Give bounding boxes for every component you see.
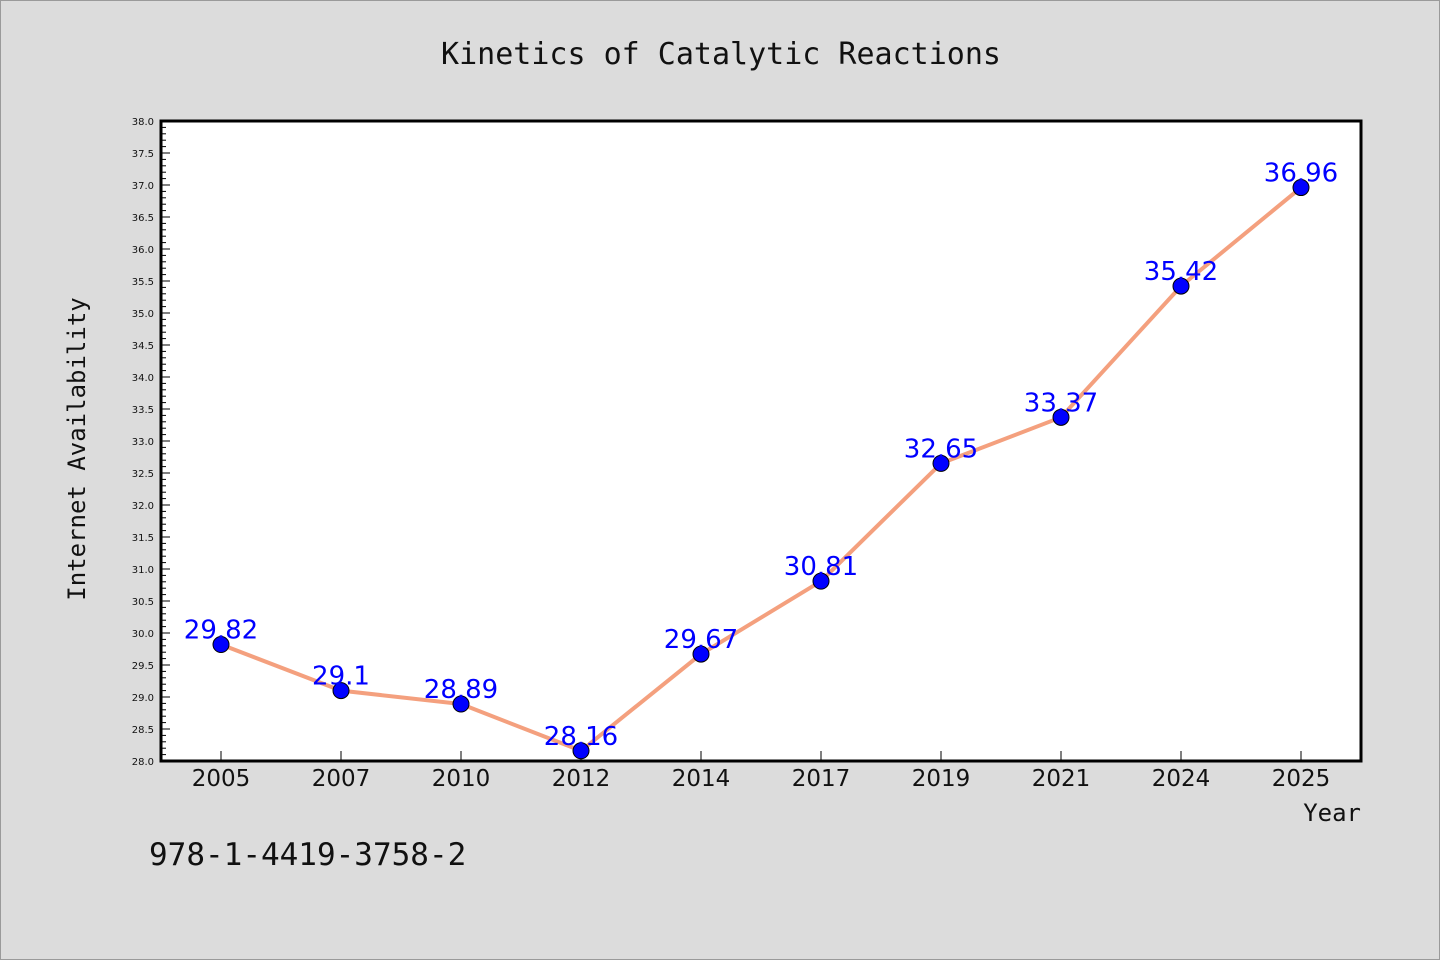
y-tick-label: 37.0 xyxy=(132,181,154,192)
y-tick-label: 36.5 xyxy=(132,213,154,224)
x-tick-label: 2012 xyxy=(552,766,611,792)
y-tick-label: 30.5 xyxy=(132,597,154,608)
data-point xyxy=(332,682,350,700)
x-tick-label: 2024 xyxy=(1152,766,1211,792)
y-tick-label: 38.0 xyxy=(132,117,154,128)
y-tick-label: 31.0 xyxy=(132,565,154,576)
data-point xyxy=(572,742,590,760)
y-tick-label: 37.5 xyxy=(132,149,154,160)
data-point xyxy=(1172,277,1190,295)
y-tick-label: 36.0 xyxy=(132,245,154,256)
y-tick-label: 35.0 xyxy=(132,309,154,320)
x-tick-label: 2017 xyxy=(792,766,851,792)
data-point xyxy=(692,645,710,663)
x-axis-ticks: 2005 2007 2010 2012 2014 2017 2019 2021 2024 2025 xyxy=(192,751,1331,792)
data-label: 28.16 xyxy=(544,722,618,752)
y-tick-label: 34.5 xyxy=(132,341,154,352)
x-tick-label: 2010 xyxy=(432,766,491,792)
y-axis-label: Internet Availability xyxy=(63,297,91,600)
data-point xyxy=(932,454,950,472)
x-tick-label: 2007 xyxy=(312,766,371,792)
x-tick-label: 2021 xyxy=(1032,766,1091,792)
data-label: 32.65 xyxy=(904,434,978,464)
x-tick-label: 2014 xyxy=(672,766,731,792)
data-markers xyxy=(212,179,1310,760)
data-labels: 29.82 29.1 28.89 28.16 29.67 30.81 32.65 33.37 3… xyxy=(184,159,1338,752)
y-tick-label: 34.0 xyxy=(132,373,154,384)
y-tick-label: 29.5 xyxy=(132,661,154,672)
y-tick-label: 32.0 xyxy=(132,501,154,512)
data-point xyxy=(452,695,470,713)
y-tick-label: 28.5 xyxy=(132,725,154,736)
chart-title: Kinetics of Catalytic Reactions xyxy=(441,37,1001,72)
data-point xyxy=(212,636,230,654)
plot-frame xyxy=(159,119,1363,763)
y-tick-label: 29.0 xyxy=(132,693,154,704)
y-tick-label: 30.0 xyxy=(132,629,154,640)
y-tick-label: 28.0 xyxy=(132,757,154,768)
x-axis-label: Year xyxy=(1303,799,1361,827)
series-line xyxy=(219,185,1303,753)
isbn-annotation: 978-1-4419-3758-2 xyxy=(149,837,466,873)
data-point xyxy=(1292,179,1310,197)
data-label: 29.67 xyxy=(664,625,738,655)
data-point xyxy=(1052,408,1070,426)
y-tick-label: 35.5 xyxy=(132,277,154,288)
y-tick-label: 32.5 xyxy=(132,469,154,480)
x-tick-label: 2019 xyxy=(912,766,971,792)
y-tick-label: 31.5 xyxy=(132,533,154,544)
x-tick-label: 2005 xyxy=(192,766,251,792)
plot-area xyxy=(161,121,1361,761)
data-point xyxy=(812,572,830,590)
y-tick-label: 33.5 xyxy=(132,405,154,416)
data-label: 35.42 xyxy=(1144,257,1218,287)
x-tick-label: 2025 xyxy=(1272,766,1331,792)
data-label: 28.89 xyxy=(424,675,498,705)
y-tick-label: 33.0 xyxy=(132,437,154,448)
y-axis-ticks: 28.0 28.5 29.0 29.5 30.0 30.5 31.0 31.5 32.0 32.5… xyxy=(132,117,170,768)
data-label: 33.37 xyxy=(1024,388,1098,418)
data-label: 30.81 xyxy=(784,552,858,582)
data-label: 29.1 xyxy=(312,662,370,692)
data-label: 29.82 xyxy=(184,616,258,646)
data-label: 36.96 xyxy=(1264,159,1338,189)
